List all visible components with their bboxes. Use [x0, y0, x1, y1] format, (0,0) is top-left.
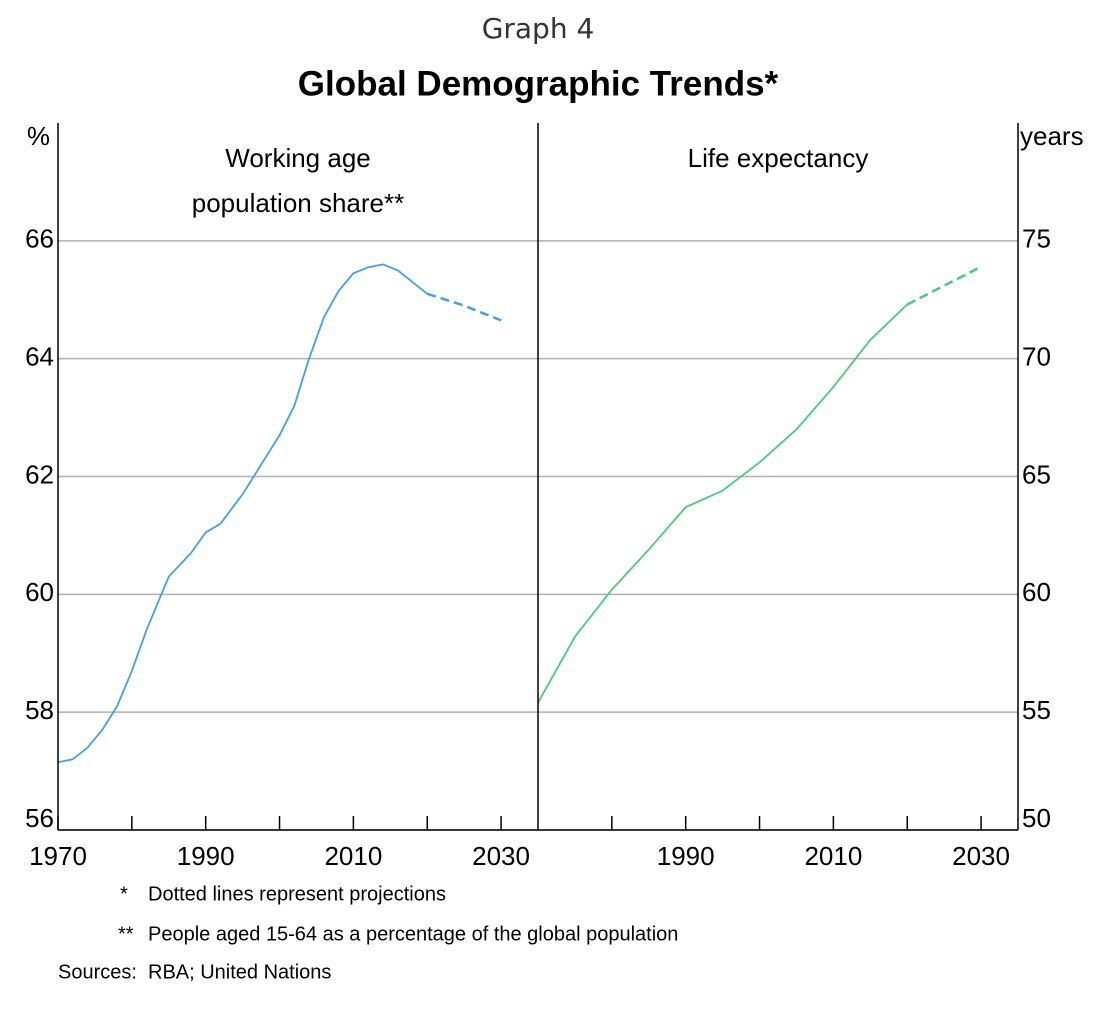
- x-tick-label: 1990: [657, 841, 715, 871]
- y-tick-label: 60: [25, 577, 54, 607]
- data-line: [537, 303, 908, 704]
- y-tick-label: 75: [1022, 224, 1051, 254]
- y-tick-label: 55: [1022, 695, 1051, 725]
- y-tick-label: 65: [1022, 459, 1051, 489]
- y-tick-label: 56: [25, 803, 54, 833]
- y-tick-label: 64: [25, 342, 54, 372]
- y-tick-label: 62: [25, 459, 54, 489]
- note-text: Dotted lines represent projections: [148, 883, 446, 905]
- note-mark: **: [118, 923, 134, 945]
- x-tick-label: 2010: [324, 841, 382, 871]
- graph-label: Graph 4: [482, 12, 595, 45]
- sources-label: Sources:: [58, 961, 137, 983]
- y-axis-unit: years: [1020, 121, 1084, 151]
- x-tick-label: 2010: [804, 841, 862, 871]
- data-line: [906, 265, 982, 306]
- x-tick-label: 1990: [177, 841, 235, 871]
- panel-title: population share**: [192, 188, 405, 218]
- panel-title: Life expectancy: [688, 143, 869, 173]
- y-axis-unit: %: [27, 121, 50, 151]
- y-tick-label: 58: [25, 695, 54, 725]
- x-tick-label: 2030: [472, 841, 530, 871]
- y-tick-label: 50: [1022, 803, 1051, 833]
- panel-title: Working age: [225, 143, 371, 173]
- y-tick-label: 60: [1022, 577, 1051, 607]
- x-tick-label: 1970: [29, 841, 87, 871]
- sources: RBA; United Nations: [148, 961, 331, 983]
- y-tick-label: 66: [25, 224, 54, 254]
- x-tick-label: 2030: [952, 841, 1010, 871]
- chart-title: Global Demographic Trends*: [298, 64, 779, 103]
- note-text: People aged 15-64 as a percentage of the…: [148, 923, 678, 945]
- y-tick-label: 70: [1022, 342, 1051, 372]
- note-mark: *: [120, 883, 128, 905]
- data-line: [426, 292, 502, 322]
- data-line: [57, 263, 428, 764]
